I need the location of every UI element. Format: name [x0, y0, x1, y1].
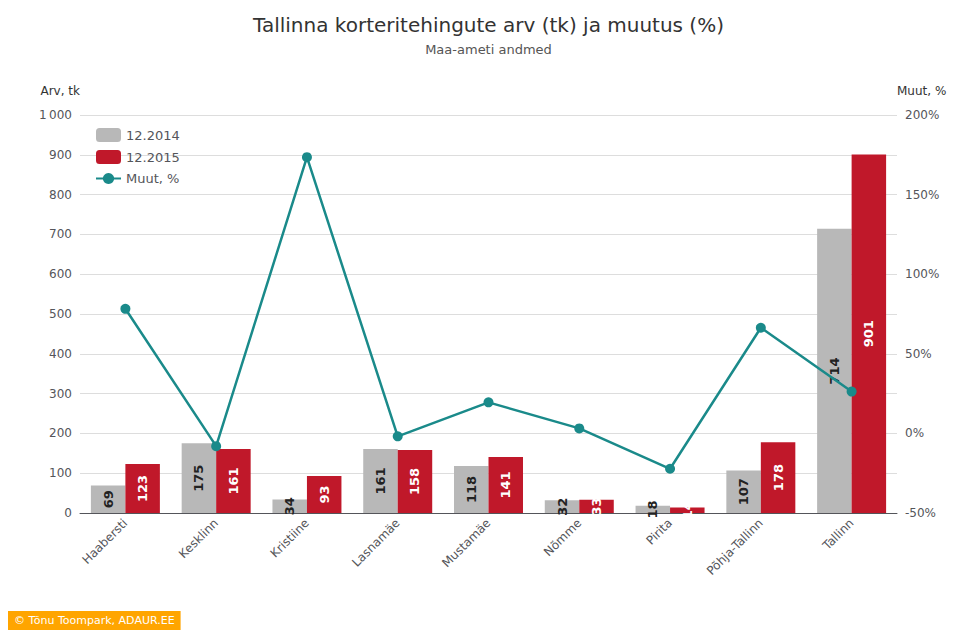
svg-text:Nõmme: Nõmme — [541, 516, 584, 559]
svg-text:Tallinna korteritehingute arv: Tallinna korteritehingute arv (tk) ja mu… — [252, 13, 724, 37]
svg-text:93: 93 — [317, 485, 332, 503]
svg-text:32: 32 — [555, 498, 570, 516]
svg-text:Haabersti: Haabersti — [80, 516, 131, 567]
svg-text:714: 714 — [826, 357, 842, 385]
svg-text:12.2014: 12.2014 — [126, 128, 180, 143]
svg-text:901: 901 — [861, 320, 876, 347]
svg-text:161: 161 — [226, 467, 241, 494]
svg-text:141: 141 — [498, 471, 513, 498]
svg-text:178: 178 — [771, 464, 786, 491]
svg-text:-50%: -50% — [905, 506, 936, 520]
svg-text:118: 118 — [464, 476, 479, 503]
svg-text:Pirita: Pirita — [643, 516, 675, 548]
svg-text:Muut, %: Muut, % — [897, 84, 946, 98]
svg-text:Kristiine: Kristiine — [268, 516, 312, 560]
svg-text:Muut, %: Muut, % — [126, 171, 179, 186]
svg-text:161: 161 — [373, 467, 388, 494]
svg-text:150%: 150% — [905, 188, 939, 202]
svg-text:Põhja-Tallinn: Põhja-Tallinn — [704, 516, 766, 578]
svg-text:12.2015: 12.2015 — [126, 150, 180, 165]
svg-text:Arv, tk: Arv, tk — [40, 84, 80, 98]
svg-text:200%: 200% — [905, 108, 939, 122]
svg-text:18: 18 — [645, 500, 660, 518]
svg-text:Lasnamäe: Lasnamäe — [349, 516, 402, 569]
svg-text:Mustamäe: Mustamäe — [439, 516, 493, 570]
svg-text:0%: 0% — [905, 426, 924, 440]
svg-text:175: 175 — [191, 465, 206, 492]
svg-text:700: 700 — [49, 227, 72, 241]
svg-text:33: 33 — [589, 497, 604, 515]
svg-text:© Tõnu Toompark, ADAUR.EE: © Tõnu Toompark, ADAUR.EE — [14, 614, 175, 627]
svg-text:158: 158 — [407, 468, 422, 495]
svg-text:1 000: 1 000 — [39, 108, 72, 122]
svg-text:69: 69 — [101, 490, 116, 508]
svg-text:50%: 50% — [905, 347, 932, 361]
svg-text:0: 0 — [64, 506, 72, 520]
svg-text:100%: 100% — [905, 267, 939, 281]
svg-text:400: 400 — [49, 347, 72, 361]
svg-text:107: 107 — [736, 478, 751, 505]
svg-text:Kesklinn: Kesklinn — [176, 516, 221, 561]
svg-text:100: 100 — [49, 466, 72, 480]
svg-text:900: 900 — [49, 148, 72, 162]
svg-text:34: 34 — [282, 497, 297, 515]
svg-text:300: 300 — [49, 387, 72, 401]
svg-text:500: 500 — [49, 307, 72, 321]
svg-text:14: 14 — [680, 501, 695, 519]
svg-text:123: 123 — [135, 475, 150, 502]
svg-text:Tallinn: Tallinn — [819, 516, 856, 553]
svg-text:200: 200 — [49, 426, 72, 440]
svg-text:Maa-ameti andmed: Maa-ameti andmed — [425, 42, 552, 57]
svg-text:600: 600 — [49, 267, 72, 281]
svg-text:800: 800 — [49, 188, 72, 202]
